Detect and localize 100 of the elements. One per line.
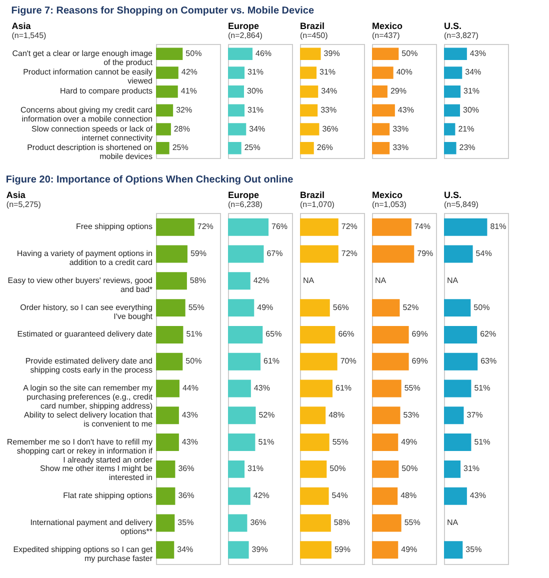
bar [372,245,414,263]
data-label: 49% [257,302,274,312]
data-label: 52% [402,302,419,312]
chart-subtitle: (n=2,864) [228,31,263,40]
data-label: 43% [398,105,414,114]
chart-subtitle: (n=5,849) [444,200,479,209]
data-label: 72% [197,222,214,232]
bar [300,541,332,559]
bar [156,245,188,263]
text: NA [375,276,386,285]
data-label: 59% [190,249,206,258]
data-label: 43% [470,491,486,500]
bar [156,104,174,117]
bar [156,123,171,136]
bar [444,541,463,559]
data-label: 33% [392,124,409,134]
bar [444,104,460,117]
y-tick-label: Flat rate shipping options [63,491,152,500]
data-label: 34% [177,544,194,554]
chart-title: Europe [228,21,260,31]
bar [300,245,338,263]
bar [156,48,183,60]
data-label: 26% [316,143,333,152]
y-tick-label: Show me other items I might be interested in [40,464,154,482]
data-label: 39% [252,544,268,554]
chart-title: Brazil [300,190,325,200]
bar [372,514,402,532]
bar [372,104,395,117]
y-tick-label: A login so the site can remember my purchasing preferences (e.g., credit card number, shipping address) [23,384,154,410]
bar [444,380,472,398]
data-label: 50% [330,464,346,474]
bar [228,487,250,505]
data-label: 55% [188,302,204,312]
data-label: 50% [474,302,490,312]
chart-subtitle: (n=450) [300,31,328,40]
bar [300,218,338,236]
data-label: 28% [174,124,190,134]
bar [444,299,471,317]
y-tick-label: Product description is shortened on mobile devices [27,143,152,162]
data-label: 46% [256,48,272,58]
bar [228,66,245,79]
data-label: 67% [266,249,283,258]
data-label: 34% [321,86,338,96]
bar [156,218,194,236]
bar [372,406,400,424]
chart-subtitle: (n=1,070) [300,200,335,209]
bar [156,66,178,79]
data-label: 51% [186,330,202,339]
bar [372,48,399,60]
data-label: 66% [338,330,354,339]
bar [228,85,244,98]
data-label: 21% [458,124,474,134]
bar [228,299,254,317]
chart-title: Mexico [372,190,404,200]
chart-title: U.S. [444,190,462,200]
data-label: 53% [403,410,420,420]
data-label: 74% [414,222,430,232]
data-label: 43% [182,437,198,446]
data-label: 43% [182,410,198,420]
y-tick-label: Slow connection speeds or lack of internet connectivity [32,124,154,142]
bar [372,85,388,98]
data-label: 33% [392,143,409,152]
data-label: 35% [178,518,194,527]
text: Asia [6,190,26,200]
bar [300,326,336,344]
bar [228,218,269,236]
data-label: 42% [181,68,198,77]
bar [444,85,461,98]
bar [372,380,402,398]
bar [228,123,246,136]
data-label: 69% [412,330,428,339]
data-label: 34% [465,68,482,77]
y-tick-label: Ability to select delivery location that is convenient to me [24,410,154,428]
y-tick-label: Free shipping options [76,222,152,232]
data-label: 36% [250,518,266,527]
data-label: 31% [464,86,480,96]
y-tick-label: Expedited shipping options so I can get my purchase faster [13,544,154,563]
data-label: 70% [340,356,356,366]
chart-subtitle: (n=1,053) [372,200,407,209]
data-label: 44% [182,384,198,392]
data-label: 31% [248,105,264,114]
bar [372,352,409,370]
data-label: 43% [470,48,486,58]
y-tick-label: Remember me so I don't have to refill my shopping cart or rekey in information if I already started an order [6,437,154,464]
bar [228,514,248,532]
bar [300,434,330,452]
data-label: 40% [396,68,412,77]
bar [228,272,250,290]
chart-title: Mexico [372,21,404,31]
bar [228,245,264,263]
bar [372,218,412,236]
bar [156,380,180,398]
bar [300,48,321,60]
bar [300,487,329,505]
data-label: 50% [402,48,418,58]
bar [228,326,263,344]
bar [372,123,390,136]
bar [156,541,174,559]
data-label: 29% [390,86,406,96]
data-label: 33% [320,105,337,114]
